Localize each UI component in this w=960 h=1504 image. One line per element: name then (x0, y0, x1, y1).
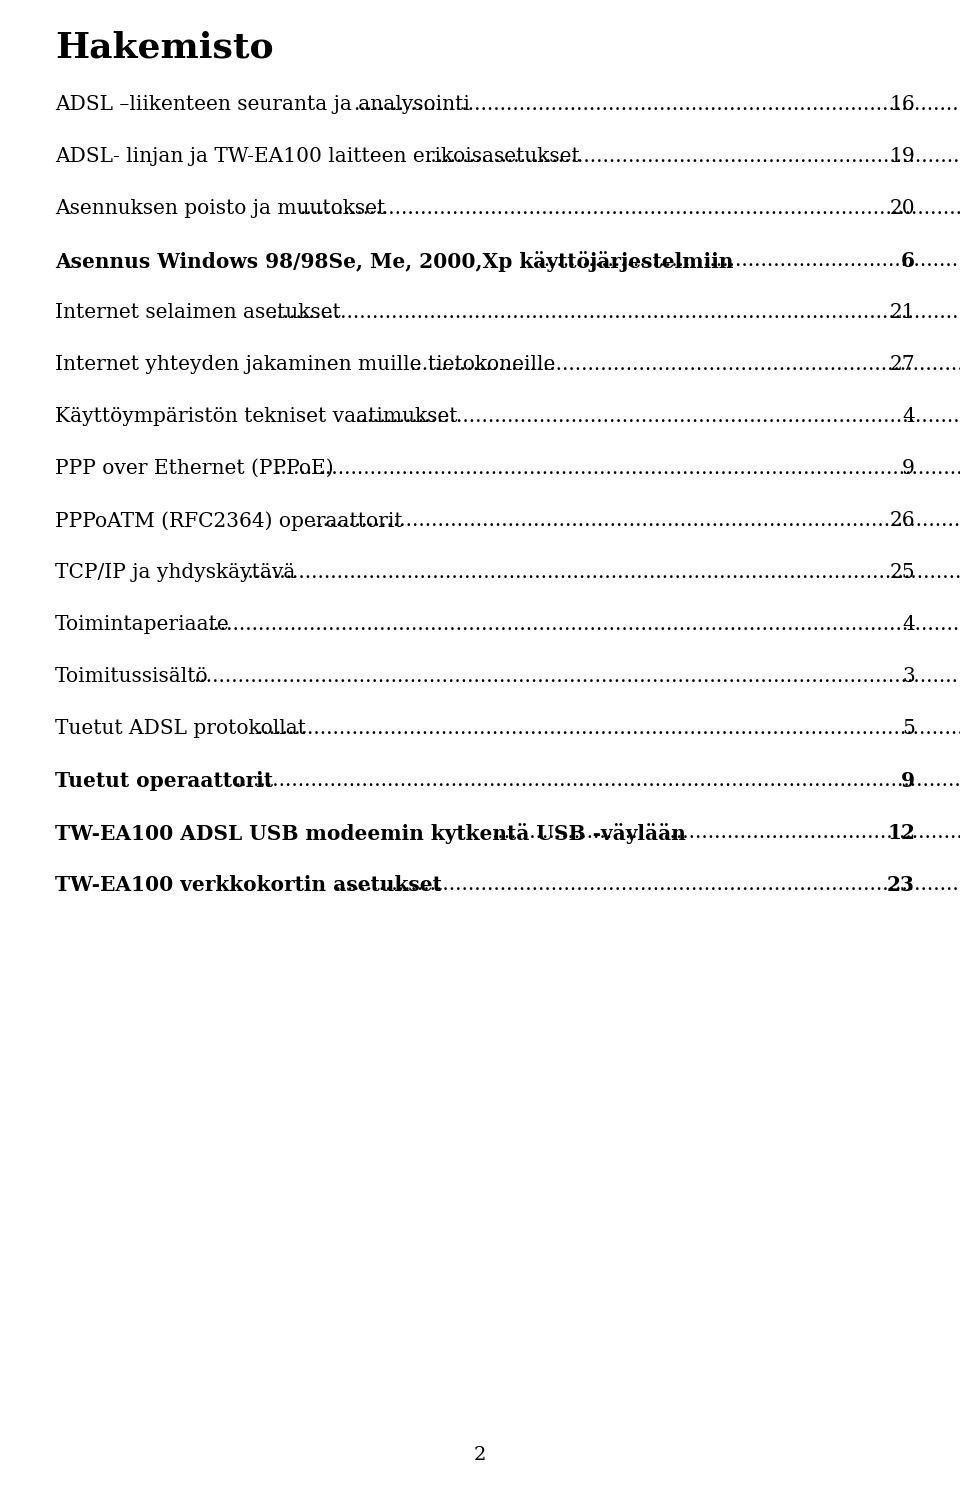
Text: TW-EA100 verkkokortin asetukset: TW-EA100 verkkokortin asetukset (55, 875, 442, 895)
Text: Hakemisto: Hakemisto (55, 30, 274, 65)
Text: ................................................................................: ........................................… (299, 199, 960, 218)
Text: TW-EA100 ADSL USB modeemin kytkentä USB -väylään: TW-EA100 ADSL USB modeemin kytkentä USB … (55, 823, 685, 844)
Text: Asennuksen poisto ja muutokset: Asennuksen poisto ja muutokset (55, 199, 385, 218)
Text: 9: 9 (901, 772, 915, 791)
Text: ................................................................................: ........................................… (271, 302, 960, 322)
Text: 12: 12 (887, 823, 915, 844)
Text: 23: 23 (887, 875, 915, 895)
Text: ................................................................................: ........................................… (424, 147, 960, 165)
Text: ................................................................................: ........................................… (274, 459, 960, 478)
Text: ................................................................................: ........................................… (234, 772, 960, 790)
Text: 6: 6 (901, 251, 915, 271)
Text: 19: 19 (889, 147, 915, 165)
Text: 9: 9 (902, 459, 915, 478)
Text: 27: 27 (889, 355, 915, 374)
Text: Tuetut ADSL protokollat: Tuetut ADSL protokollat (55, 719, 306, 738)
Text: ................................................................................: ........................................… (193, 666, 958, 686)
Text: 25: 25 (889, 562, 915, 582)
Text: 16: 16 (889, 95, 915, 114)
Text: Toimintaperiaate: Toimintaperiaate (55, 615, 229, 635)
Text: 21: 21 (889, 302, 915, 322)
Text: ................................................................................: ........................................… (207, 615, 960, 635)
Text: ................................................................................: ........................................… (531, 251, 960, 271)
Text: 4: 4 (902, 615, 915, 635)
Text: TCP/IP ja yhdyskäytävä: TCP/IP ja yhdyskäytävä (55, 562, 296, 582)
Text: ADSL- linjan ja TW-EA100 laitteen erikoisasetukset: ADSL- linjan ja TW-EA100 laitteen erikoi… (55, 147, 580, 165)
Text: Internet selaimen asetukset: Internet selaimen asetukset (55, 302, 341, 322)
Text: Tuetut operaattorit: Tuetut operaattorit (55, 772, 273, 791)
Text: ................................................................................: ........................................… (409, 355, 960, 374)
Text: ................................................................................: ........................................… (353, 95, 960, 114)
Text: PPP over Ethernet (PPPoE): PPP over Ethernet (PPPoE) (55, 459, 334, 478)
Text: Toimitussisältö: Toimitussisältö (55, 666, 208, 686)
Text: ADSL –liikenteen seuranta ja analysointi: ADSL –liikenteen seuranta ja analysointi (55, 95, 469, 114)
Text: ................................................................................: ........................................… (310, 511, 960, 529)
Text: 26: 26 (889, 511, 915, 529)
Text: Asennus Windows 98/98Se, Me, 2000,Xp käyttöjärjestelmiin: Asennus Windows 98/98Se, Me, 2000,Xp käy… (55, 251, 733, 272)
Text: ................................................................................: ........................................… (241, 562, 960, 582)
Text: ................................................................................: ........................................… (334, 875, 960, 893)
Text: PPPoATM (RFC2364) operaattorit: PPPoATM (RFC2364) operaattorit (55, 511, 402, 531)
Text: 20: 20 (889, 199, 915, 218)
Text: Käyttöympäristön tekniset vaatimukset: Käyttöympäristön tekniset vaatimukset (55, 408, 458, 426)
Text: 4: 4 (902, 408, 915, 426)
Text: ................................................................................: ........................................… (492, 823, 960, 842)
Text: 2: 2 (474, 1445, 486, 1463)
Text: Internet yhteyden jakaminen muille tietokoneille: Internet yhteyden jakaminen muille tieto… (55, 355, 556, 374)
Text: 5: 5 (902, 719, 915, 738)
Text: 3: 3 (902, 666, 915, 686)
Text: ................................................................................: ........................................… (354, 408, 960, 426)
Text: ................................................................................: ........................................… (256, 719, 960, 738)
